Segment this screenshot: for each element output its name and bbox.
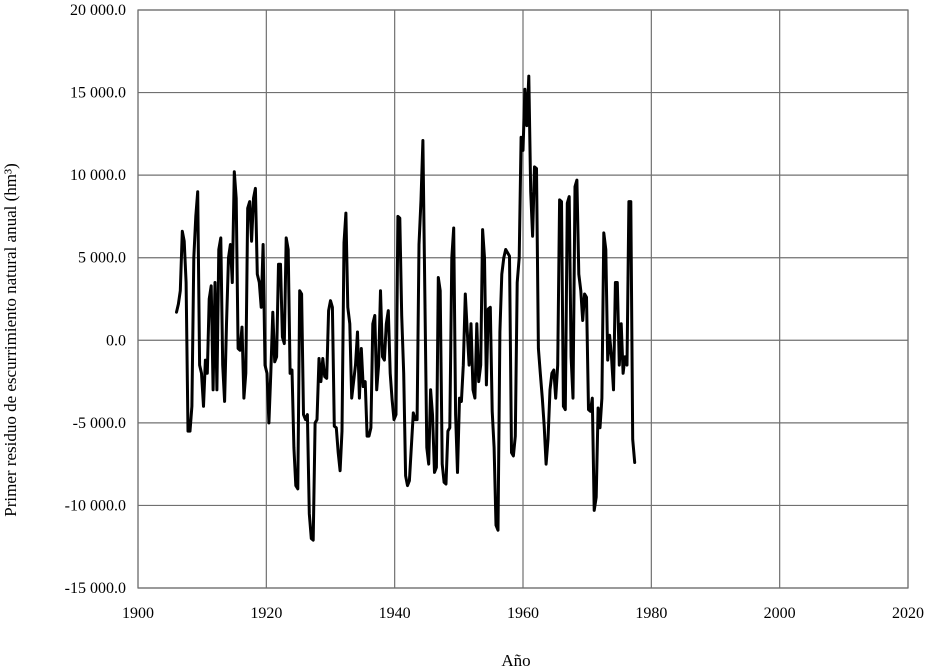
- y-tick-label: -5 000.0: [73, 415, 126, 432]
- series-line: [175, 74, 637, 542]
- y-tick-label: 0.0: [106, 332, 126, 349]
- y-axis-tick-labels: -15 000.0 -10 000.0 -5 000.0 0.0 5 000.0 10 0…: [65, 2, 126, 597]
- x-tick-label: 1940: [379, 605, 411, 622]
- x-tick-label: 2000: [764, 605, 796, 622]
- y-axis-title: Primer residuo de escurrimiento natural …: [1, 163, 20, 516]
- x-tick-label: 1980: [635, 605, 667, 622]
- y-tick-label: 10 000.0: [70, 167, 126, 184]
- y-tick-label: -10 000.0: [65, 497, 126, 514]
- y-tick-label: 15 000.0: [70, 85, 126, 102]
- series-layer: [175, 74, 637, 542]
- plot-area-frame: [137, 9, 909, 589]
- grid: [137, 9, 909, 589]
- y-tick-label: 5 000.0: [78, 250, 126, 267]
- y-tick-label: -15 000.0: [65, 580, 126, 597]
- x-tick-label: 1920: [250, 605, 282, 622]
- x-tick-label: 1960: [507, 605, 539, 622]
- y-tick-label: 20 000.0: [70, 2, 126, 19]
- x-tick-label: 2020: [892, 605, 924, 622]
- x-tick-label: 1900: [122, 605, 154, 622]
- x-axis-title: Año: [501, 651, 530, 670]
- x-axis-tick-labels: 1900 1920 1940 1960 1980 2000 2020: [122, 605, 924, 622]
